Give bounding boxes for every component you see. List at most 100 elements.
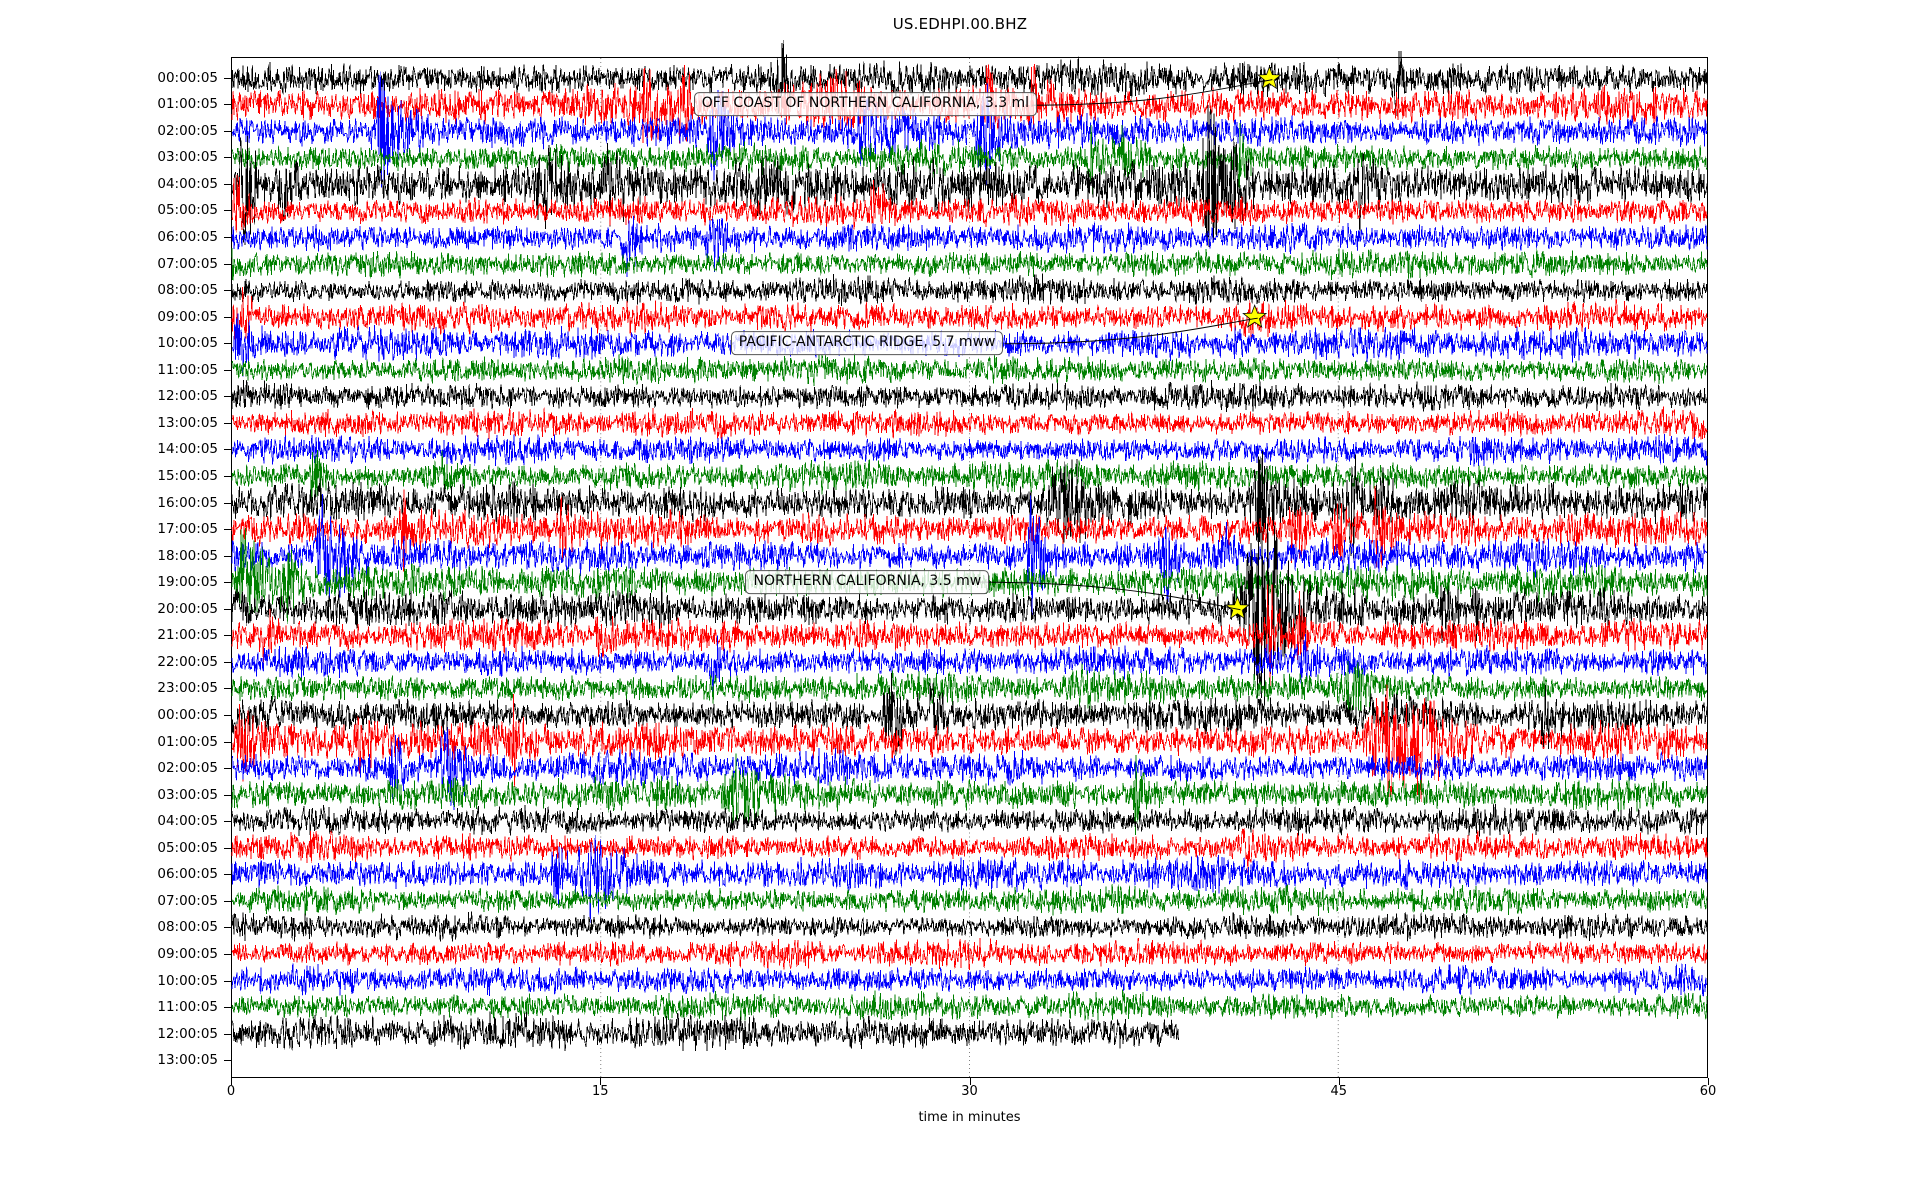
seismic-trace [231, 803, 1708, 837]
y-axis-tick-label: 13:00:05 [157, 1052, 218, 1069]
seismic-trace [231, 989, 1708, 1021]
y-axis-tick-mark [224, 529, 232, 531]
seismic-trace [231, 104, 1708, 247]
y-axis-tick-label: 13:00:05 [157, 414, 218, 431]
y-axis-tick-mark [224, 1033, 232, 1035]
y-axis-tick-label: 07:00:05 [157, 892, 218, 909]
event-star-icon [1224, 595, 1250, 620]
y-axis-tick-label: 02:00:05 [157, 122, 218, 139]
y-axis-tick-mark [224, 502, 232, 504]
y-axis-tick-label: 05:00:05 [157, 202, 218, 219]
seismic-trace [231, 1011, 1179, 1051]
y-axis-tick-mark [224, 290, 232, 292]
seismic-trace [231, 71, 1708, 188]
y-axis-tick-label: 08:00:05 [157, 282, 218, 299]
page-title: US.EDHPI.00.BHZ [892, 15, 1028, 33]
event-star-icon [1256, 65, 1282, 90]
y-axis-tick-label: 11:00:05 [157, 361, 218, 378]
x-axis-tick-label: 15 [591, 1084, 609, 1099]
event-connector-arrow [1031, 79, 1273, 106]
y-axis-tick-label: 16:00:05 [157, 494, 218, 511]
y-axis-tick-label: 22:00:05 [157, 653, 218, 670]
seismic-trace [231, 726, 1708, 811]
y-axis-tick-mark [224, 847, 232, 849]
seismic-trace [231, 661, 1708, 716]
y-axis-tick-label: 07:00:05 [157, 255, 218, 272]
y-axis-tick-label: 20:00:05 [157, 600, 218, 617]
y-axis-tick-label: 21:00:05 [157, 627, 218, 644]
event-star-icon [1242, 304, 1268, 328]
y-axis-tick-label: 06:00:05 [157, 229, 218, 246]
y-axis-tick-mark [224, 874, 232, 876]
seismic-trace [231, 175, 1708, 233]
y-axis-tick-label: 09:00:05 [157, 308, 218, 325]
y-axis-tick-label: 23:00:05 [157, 680, 218, 697]
event-annotation-label: OFF COAST OF NORTHERN CALIFORNIA, 3.3 ml [693, 92, 1038, 117]
y-axis-tick-mark [224, 661, 232, 663]
y-axis-tick-mark [224, 741, 232, 743]
y-axis-tick-mark [224, 608, 232, 610]
seismic-trace [231, 507, 1708, 709]
seismic-trace [231, 287, 1708, 349]
x-axis-tick-mark [1708, 1078, 1709, 1085]
y-axis-tick-mark [224, 237, 232, 239]
x-axis-tick-label: 60 [1699, 1084, 1717, 1099]
y-axis-tick-label: 17:00:05 [157, 521, 218, 538]
y-axis-tick-label: 08:00:05 [157, 919, 218, 936]
y-axis-tick-label: 04:00:05 [157, 813, 218, 830]
seismic-trace [231, 634, 1708, 698]
seismic-trace [231, 247, 1708, 281]
y-axis-tick-mark [224, 794, 232, 796]
x-axis-tick-mark [231, 1078, 232, 1085]
seismic-trace [231, 963, 1708, 997]
seismic-trace [231, 433, 1708, 467]
y-axis-tick-label: 05:00:05 [157, 839, 218, 856]
y-axis-tick-mark [224, 210, 232, 212]
seismic-trace [231, 584, 1708, 694]
y-axis-tick-mark [224, 1060, 232, 1062]
y-axis-tick-label: 15:00:05 [157, 468, 218, 485]
seismic-traces-layer [231, 39, 1708, 1051]
y-axis-tick-label: 03:00:05 [157, 149, 218, 166]
y-axis-tick-label: 11:00:05 [157, 999, 218, 1016]
y-axis-tick-mark [224, 449, 232, 451]
event-connector-arrow [978, 581, 1241, 611]
y-axis-tick-mark [224, 715, 232, 716]
y-axis-tick-label: 01:00:05 [157, 96, 218, 113]
seismic-trace [231, 753, 1708, 836]
y-axis-tick-label: 19:00:05 [157, 574, 218, 591]
y-axis-tick-mark [224, 927, 232, 929]
y-axis-tick-label: 14:00:05 [157, 441, 218, 458]
seismic-trace [231, 379, 1708, 413]
y-axis-tick-label: 00:00:05 [157, 69, 218, 86]
x-axis-tick-mark [969, 1078, 971, 1085]
event-annotation-label: NORTHERN CALIFORNIA, 3.5 mw [745, 570, 990, 595]
y-axis-tick-mark [224, 77, 232, 79]
seismic-trace [231, 450, 1708, 559]
y-axis-tick-label: 10:00:05 [157, 335, 218, 352]
y-axis-tick-mark [224, 1007, 232, 1009]
y-axis-tick-mark [224, 768, 232, 770]
y-axis-tick-mark [224, 369, 232, 371]
y-axis-tick-mark [224, 900, 232, 902]
x-axis-tick-mark [600, 1078, 602, 1085]
x-axis-tick-label: 30 [961, 1084, 978, 1099]
event-connector-arrow [1004, 317, 1258, 345]
plot-axes [231, 39, 1708, 1078]
y-axis-tick-label: 09:00:05 [157, 945, 218, 962]
seismic-trace [231, 123, 1708, 195]
event-annotation-label: PACIFIC-ANTARCTIC RIDGE, 5.7 mww [730, 331, 1004, 356]
y-axis-tick-mark [224, 555, 232, 557]
y-axis-tick-mark [224, 316, 232, 318]
y-axis-tick-mark [224, 263, 232, 265]
y-axis-tick-label: 10:00:05 [157, 972, 218, 989]
y-axis-tick-mark [224, 343, 232, 345]
y-axis-tick-mark [224, 953, 232, 955]
seismic-trace [231, 828, 1708, 873]
seismic-trace [231, 937, 1708, 971]
y-axis-tick-label: 12:00:05 [157, 388, 218, 405]
x-axis-tick-label: 45 [1330, 1084, 1348, 1099]
y-axis-tick-mark [224, 635, 232, 637]
seismic-trace [231, 683, 1708, 802]
